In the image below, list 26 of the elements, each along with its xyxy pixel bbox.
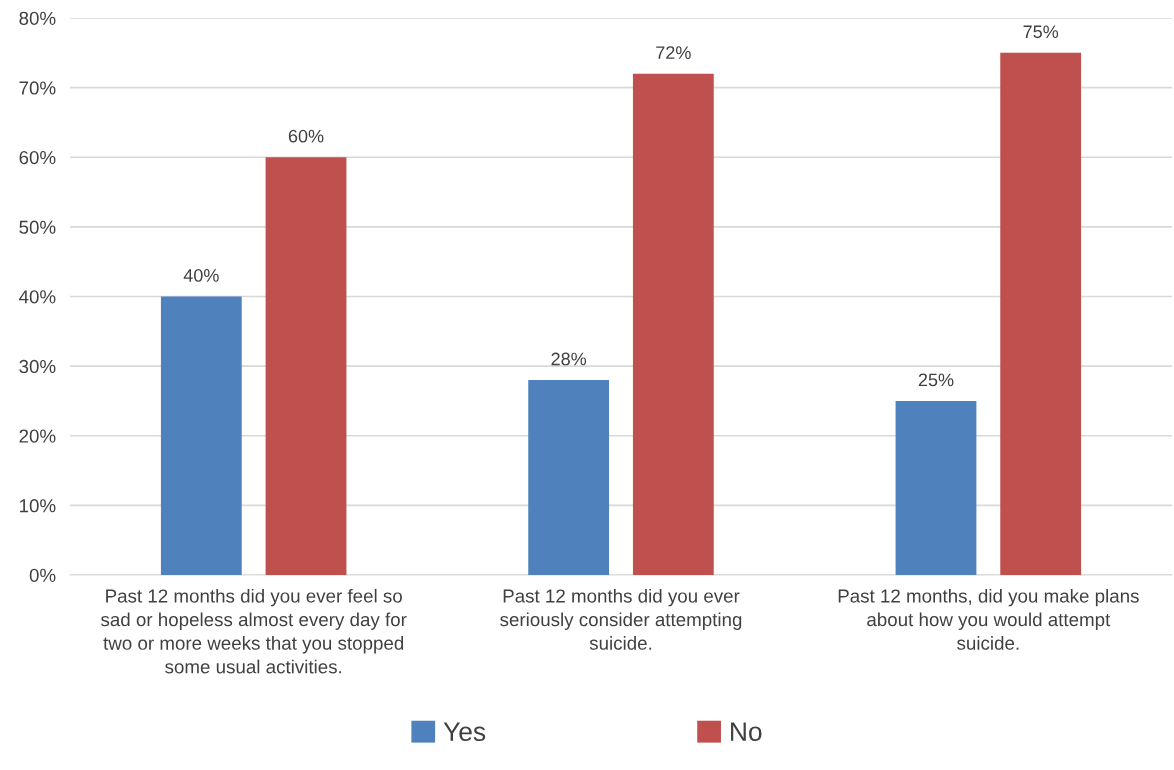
y-tick-label: 50% xyxy=(19,220,56,234)
x-tick-label: Past 12 months did you ever feel so sad or hopeless almost every day for two or more weeks that you stopped some usual activities. xyxy=(101,588,407,674)
data-label: 28% xyxy=(551,352,587,366)
y-tick-label: 20% xyxy=(19,429,56,443)
x-tick-label: Past 12 months did you ever seriously consider attempting suicide. xyxy=(500,588,742,650)
y-tick-label: 10% xyxy=(20,499,56,513)
bar xyxy=(265,157,347,575)
legend-label: No xyxy=(731,722,762,742)
data-label: 75% xyxy=(1023,25,1059,39)
bar xyxy=(528,380,610,575)
x-tick-label: Past 12 months, did you make plans about how you would attempt suicide. xyxy=(838,588,1139,650)
data-label: 25% xyxy=(918,373,954,387)
bar xyxy=(160,296,242,575)
y-tick-label: 0% xyxy=(29,568,56,582)
y-tick-label: 40% xyxy=(19,290,56,304)
y-tick-label: 70% xyxy=(19,81,56,95)
y-tick-label: 80% xyxy=(19,11,56,25)
data-label: 60% xyxy=(288,129,324,143)
bar xyxy=(895,400,977,575)
bar xyxy=(632,73,714,575)
data-label: 72% xyxy=(656,46,691,59)
legend-label: Yes xyxy=(443,722,486,742)
y-tick-label: 60% xyxy=(19,150,56,165)
bar xyxy=(1000,52,1082,575)
y-tick-label: 30% xyxy=(19,359,56,374)
data-label: 40% xyxy=(183,269,219,282)
